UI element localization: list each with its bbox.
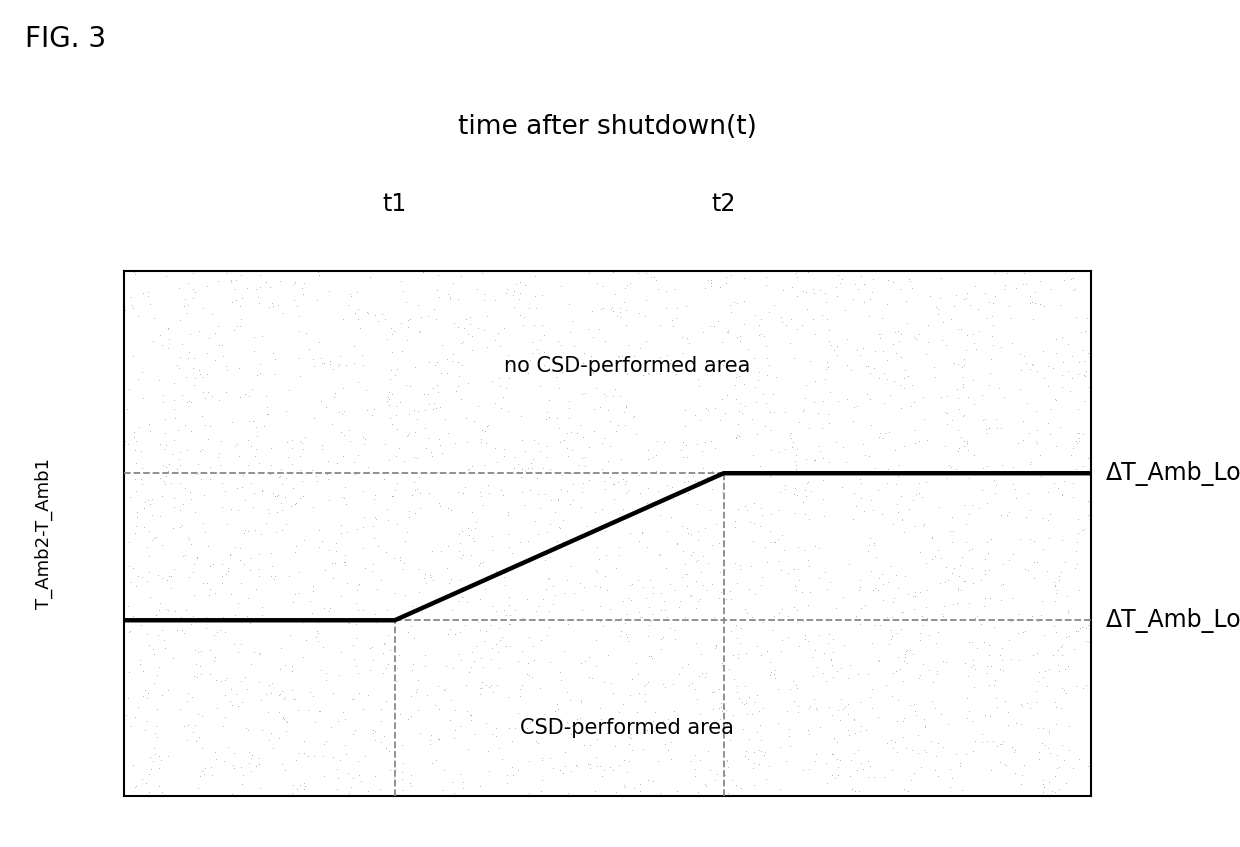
Text: ΔT_Amb_Lo1: ΔT_Amb_Lo1 [1106, 461, 1240, 485]
Text: FIG. 3: FIG. 3 [25, 25, 105, 53]
Text: t1: t1 [383, 192, 407, 216]
Text: CSD-performed area: CSD-performed area [520, 718, 734, 738]
Text: no CSD-performed area: no CSD-performed area [503, 356, 750, 375]
Text: t2: t2 [712, 192, 735, 216]
Text: T_Amb2-T_Amb1: T_Amb2-T_Amb1 [35, 458, 52, 609]
Text: ΔT_Amb_Lo2: ΔT_Amb_Lo2 [1106, 608, 1240, 633]
Text: time after shutdown(t): time after shutdown(t) [458, 113, 758, 140]
